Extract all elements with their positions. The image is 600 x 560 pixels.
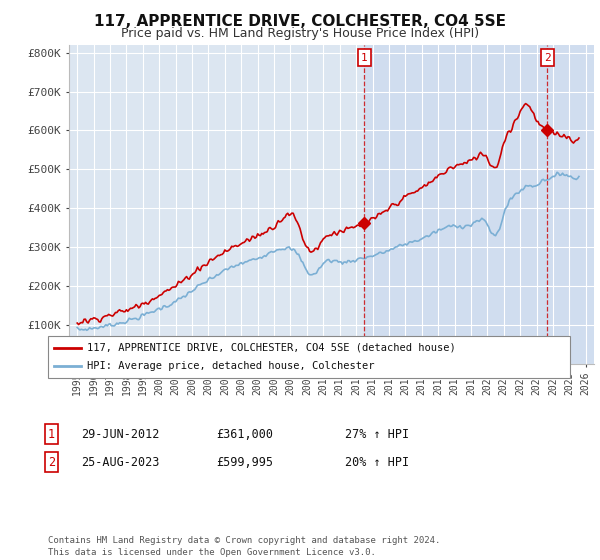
Text: 25-AUG-2023: 25-AUG-2023 [81,455,160,469]
Text: 20% ↑ HPI: 20% ↑ HPI [345,455,409,469]
Text: 27% ↑ HPI: 27% ↑ HPI [345,427,409,441]
Text: £361,000: £361,000 [216,427,273,441]
Text: 2: 2 [544,53,551,63]
Text: 117, APPRENTICE DRIVE, COLCHESTER, CO4 5SE (detached house): 117, APPRENTICE DRIVE, COLCHESTER, CO4 5… [87,343,456,353]
Text: Price paid vs. HM Land Registry's House Price Index (HPI): Price paid vs. HM Land Registry's House … [121,27,479,40]
Text: Contains HM Land Registry data © Crown copyright and database right 2024.
This d: Contains HM Land Registry data © Crown c… [48,536,440,557]
Bar [364,45,594,364]
Text: 2: 2 [48,455,55,469]
Text: HPI: Average price, detached house, Colchester: HPI: Average price, detached house, Colc… [87,361,374,371]
Text: 29-JUN-2012: 29-JUN-2012 [81,427,160,441]
Text: 1: 1 [48,427,55,441]
Text: 117, APPRENTICE DRIVE, COLCHESTER, CO4 5SE: 117, APPRENTICE DRIVE, COLCHESTER, CO4 5… [94,14,506,29]
Text: £599,995: £599,995 [216,455,273,469]
Text: 1: 1 [361,53,368,63]
